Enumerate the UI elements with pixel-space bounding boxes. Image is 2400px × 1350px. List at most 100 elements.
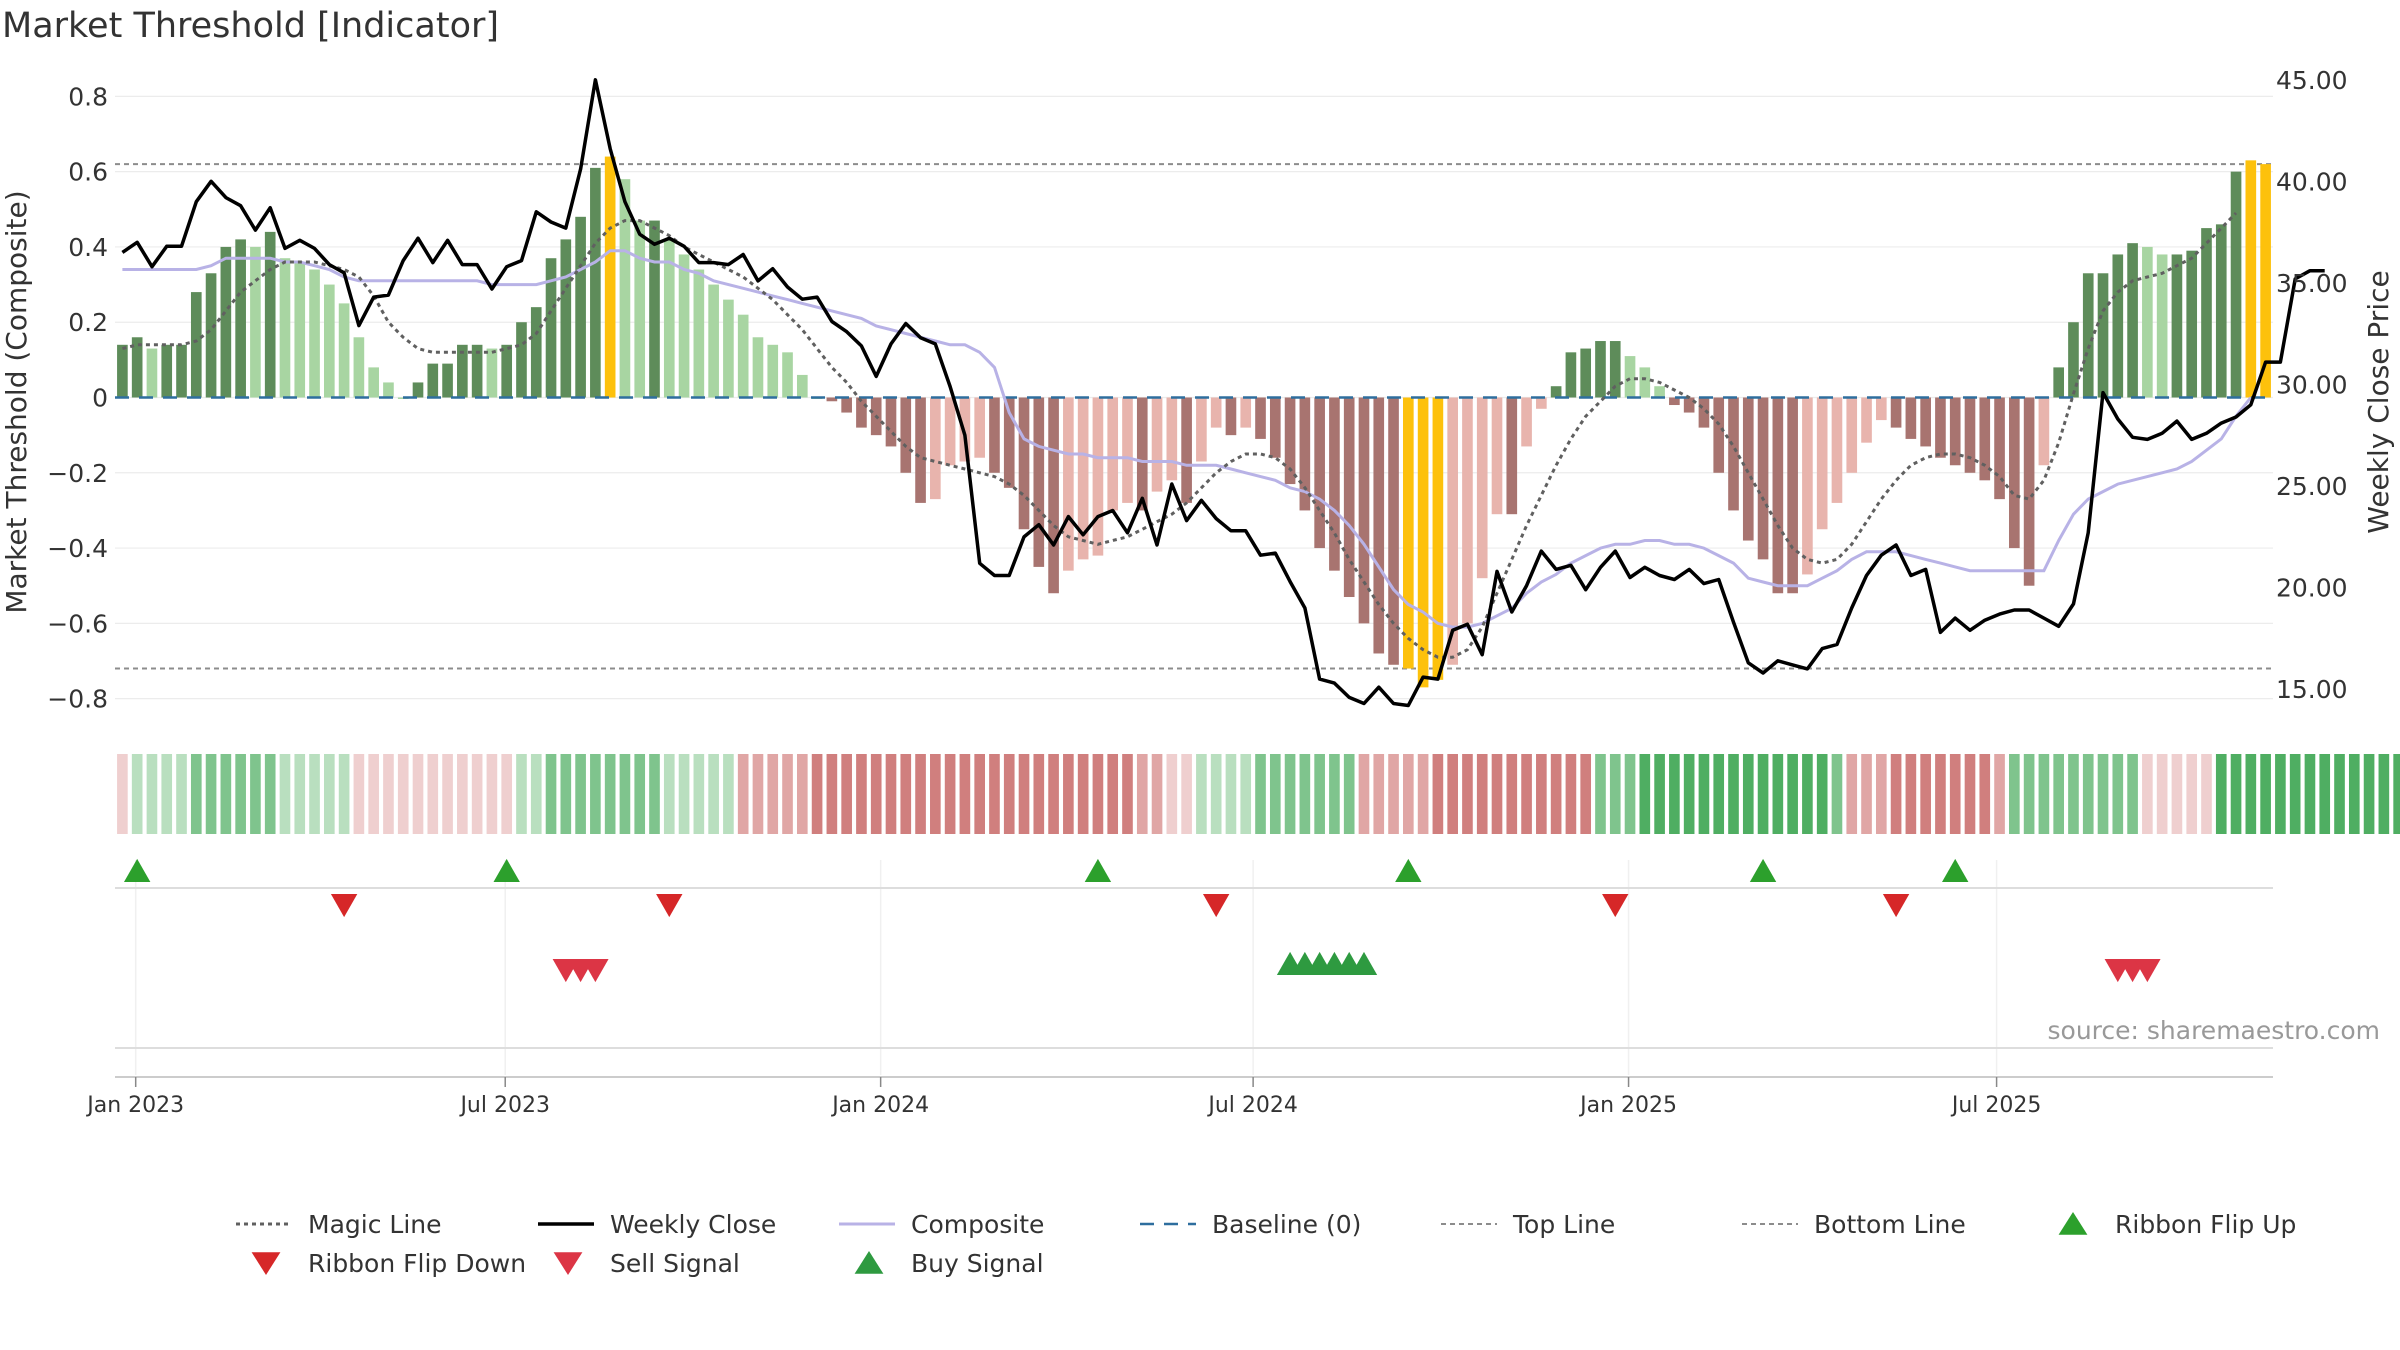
grid-layer bbox=[115, 95, 2273, 1075]
legend-label: Baseline (0) bbox=[1212, 1210, 1361, 1239]
composite-bar bbox=[1565, 352, 1577, 398]
composite-bar bbox=[1210, 397, 1222, 428]
ribbon-cell bbox=[1388, 754, 1399, 834]
ribbon-cell bbox=[2245, 754, 2257, 834]
composite-bar bbox=[235, 239, 246, 398]
ribbon-cell bbox=[1772, 754, 1784, 834]
composite-bar bbox=[1728, 397, 1739, 511]
composite-bar bbox=[944, 397, 956, 466]
ribbon-cell bbox=[2275, 754, 2286, 834]
composite-bar bbox=[1181, 397, 1192, 503]
composite-bar bbox=[1787, 397, 1798, 594]
composite-bar bbox=[1521, 397, 1532, 447]
ribbon-cell bbox=[1343, 754, 1355, 834]
composite-bar bbox=[1403, 397, 1414, 669]
lines-layer bbox=[115, 78, 2325, 708]
ribbon-cell bbox=[1802, 754, 1813, 834]
y-tick-left: −0.4 bbox=[47, 534, 108, 563]
ribbon-cell bbox=[782, 754, 793, 834]
ribbon-cell bbox=[1240, 754, 1252, 834]
legend-label: Sell Signal bbox=[610, 1249, 740, 1278]
ribbon-cell bbox=[1979, 754, 1991, 834]
ribbon-cell bbox=[205, 754, 217, 834]
ribbon-cell bbox=[1063, 754, 1074, 834]
composite-bar bbox=[1831, 397, 1843, 503]
bars-layer bbox=[117, 156, 2271, 688]
y-tick-left: 0 bbox=[92, 384, 108, 413]
ribbon-cell bbox=[545, 754, 557, 834]
composite-bar bbox=[2230, 171, 2242, 398]
composite-bar bbox=[161, 344, 173, 398]
ribbon-cell bbox=[383, 754, 394, 834]
y-tick-left: −0.8 bbox=[47, 685, 108, 714]
ribbon-cell bbox=[1107, 754, 1119, 834]
composite-bar bbox=[1240, 397, 1252, 428]
composite-bar bbox=[1003, 397, 1015, 488]
composite-bar bbox=[442, 363, 453, 398]
ribbon-cell bbox=[1831, 754, 1843, 834]
x-axis: Jan 2023 Jul 2023 Jan 2024 Jul 2024 Jan 2025… bbox=[85, 1076, 2273, 1118]
composite-bar bbox=[989, 397, 1000, 473]
composite-bar bbox=[2156, 254, 2168, 398]
y-axis-label-left: Market Threshold (Composite) bbox=[0, 190, 33, 613]
composite-bar bbox=[1373, 397, 1385, 654]
composite-bar bbox=[708, 284, 719, 398]
composite-bar bbox=[1225, 397, 1237, 436]
composite-bar bbox=[220, 246, 232, 398]
ribbon-cell bbox=[427, 754, 439, 834]
ribbon-cell bbox=[1092, 754, 1104, 834]
ribbon-cell bbox=[723, 754, 734, 834]
composite-bar bbox=[2009, 397, 2020, 549]
ribbon-cell bbox=[1713, 754, 1725, 834]
composite-bar bbox=[2142, 246, 2153, 398]
ribbon-cell bbox=[2260, 754, 2271, 834]
chart-title: Market Threshold [Indicator] bbox=[2, 6, 499, 46]
composite-bar bbox=[678, 254, 690, 398]
ribbon-cell bbox=[1935, 754, 1946, 834]
ribbon-cell bbox=[2289, 754, 2301, 834]
composite-bar bbox=[2260, 164, 2271, 398]
composite-bar bbox=[383, 382, 394, 398]
ribbon-flip-down-marker bbox=[330, 894, 358, 918]
ribbon-cell bbox=[2156, 754, 2168, 834]
composite-bar bbox=[856, 397, 867, 428]
ribbon-cell bbox=[1550, 754, 1562, 834]
ribbon-cell bbox=[2038, 754, 2050, 834]
ribbon-cell bbox=[649, 754, 660, 834]
legend-swatch bbox=[854, 1251, 884, 1274]
composite-bar bbox=[1122, 397, 1133, 503]
composite-bar bbox=[1639, 367, 1651, 398]
composite-bar bbox=[117, 344, 128, 398]
composite-bar bbox=[1077, 397, 1089, 560]
composite-bar bbox=[693, 269, 705, 398]
composite-bar bbox=[1683, 397, 1695, 413]
composite-bar bbox=[900, 397, 912, 473]
legend-item: Buy Signal bbox=[854, 1249, 1044, 1278]
ribbon-cell bbox=[752, 754, 764, 834]
composite-bar bbox=[2038, 397, 2050, 466]
legend-swatch bbox=[553, 1252, 583, 1275]
ribbon-cell bbox=[250, 754, 261, 834]
composite-bar bbox=[1816, 397, 1828, 530]
y-ticks-right: 45.00 40.00 35.00 30.00 25.00 20.00 15.00 bbox=[2276, 66, 2348, 704]
composite-bar bbox=[1536, 397, 1547, 409]
ribbon-cell bbox=[767, 754, 779, 834]
ribbon-cell bbox=[1077, 754, 1089, 834]
composite-bar bbox=[1506, 397, 1518, 515]
ribbon-cell bbox=[324, 754, 335, 834]
x-tick-label: Jan 2025 bbox=[1578, 1093, 1677, 1118]
ribbon-flip-up-marker bbox=[1395, 858, 1422, 882]
composite-bar bbox=[1299, 397, 1311, 511]
ribbon-cell bbox=[1624, 754, 1636, 834]
ribbon-cell bbox=[2334, 754, 2345, 834]
legend-item: Weekly Close bbox=[538, 1210, 776, 1239]
ribbon-cell bbox=[2201, 754, 2212, 834]
legend-item: Sell Signal bbox=[553, 1249, 740, 1278]
ribbon-cell bbox=[1964, 754, 1976, 834]
ribbon-cell bbox=[619, 754, 631, 834]
ribbon-cell bbox=[989, 754, 1000, 834]
ribbon-cell bbox=[1255, 754, 1266, 834]
ribbon-cell bbox=[264, 754, 276, 834]
ribbon-cell bbox=[2215, 754, 2227, 834]
y-tick-left: −0.2 bbox=[47, 459, 108, 488]
